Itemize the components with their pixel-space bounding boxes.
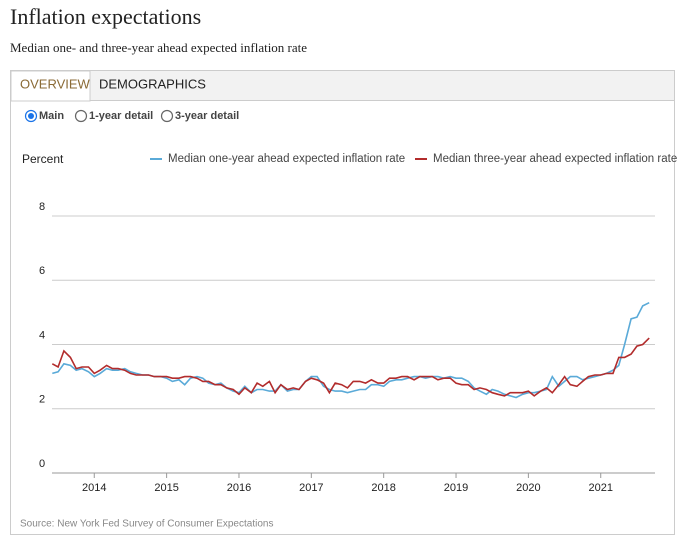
tab-active [10,70,91,102]
x-tick-label: 2014 [82,482,106,494]
y-tick-label: 2 [39,394,45,406]
source: Source: New York Fed Survey of Consumer … [20,519,273,530]
radio-label[interactable]: Main [39,110,64,122]
y-tick-label: 0 [39,458,45,470]
x-tick-label: 2021 [588,482,612,494]
x-tick-label: 2017 [299,482,323,494]
y-tick-label: 6 [39,265,45,277]
tab-bar [11,71,674,100]
x-tick-label: 2019 [444,482,468,494]
radio-dot [28,113,34,119]
x-tick-label: 2018 [371,482,395,494]
panel [10,70,675,535]
x-tick-label: 2020 [516,482,540,494]
radio[interactable] [74,109,88,123]
x-tick-label: 2016 [227,482,251,494]
page-title: Inflation expectations [10,4,201,29]
page-subtitle: Median one- and three-year ahead expecte… [10,40,307,55]
y-tick-label: 8 [39,201,45,213]
x-tick-label: 2015 [154,482,178,494]
legend-label: Median one-year ahead expected inflation… [168,153,405,165]
tab[interactable]: DEMOGRAPHICS [99,76,206,91]
y-tick-label: 4 [39,329,45,341]
radio-label[interactable]: 3-year detail [175,110,239,122]
radio-label[interactable]: 1-year detail [89,110,153,122]
legend-label: Median three-year ahead expected inflati… [433,153,677,165]
y-axis-label: Percent [22,152,64,166]
series-line [51,337,650,397]
tab[interactable]: OVERVIEW [20,76,91,91]
radio[interactable] [160,109,174,123]
